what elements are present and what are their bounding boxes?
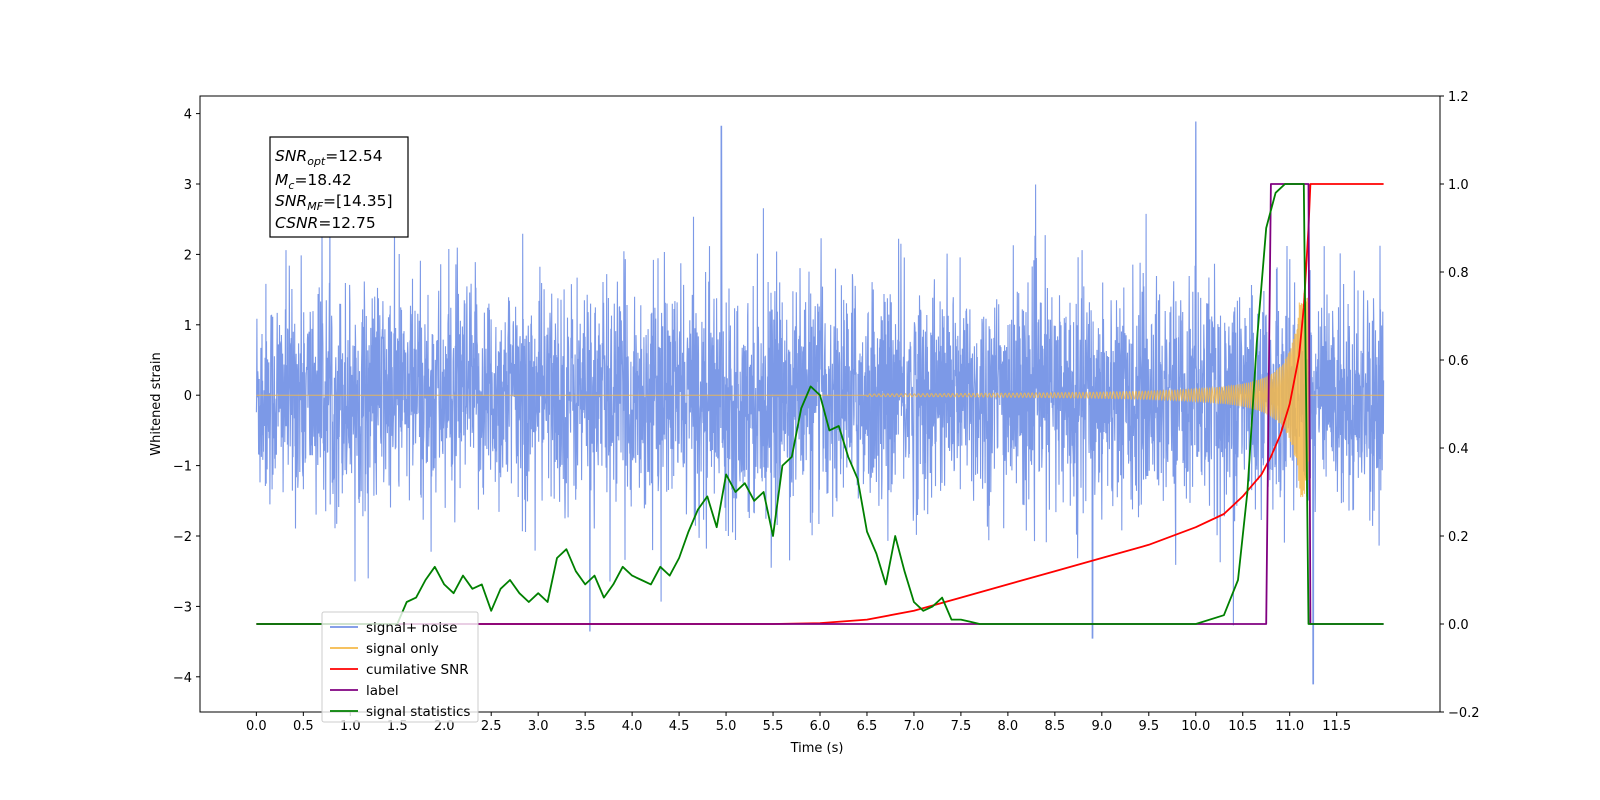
x-tick-label: 3.5: [575, 719, 596, 734]
y-right-tick-label: 0.6: [1448, 354, 1469, 369]
x-tick-label: 3.0: [528, 719, 549, 734]
y-left-tick-label: 3: [184, 178, 192, 193]
legend-label: label: [366, 683, 399, 699]
mc-annotation: Mc=18.42: [275, 171, 352, 192]
y-left-tick-label: 1: [184, 319, 192, 334]
x-tick-label: 7.0: [904, 719, 925, 734]
x-tick-label: 9.0: [1091, 719, 1112, 734]
x-tick-label: 11.5: [1322, 719, 1351, 734]
y-right-tick-label: 1.2: [1448, 90, 1469, 105]
x-tick-label: 7.5: [951, 719, 972, 734]
legend-label: signal statistics: [366, 704, 470, 720]
x-axis-label: Time (s): [790, 741, 844, 756]
x-tick-label: 8.0: [998, 719, 1019, 734]
y-left-tick-label: −3: [173, 600, 192, 615]
legend-label: signal+ noise: [366, 620, 457, 636]
y-right-tick-label: 0.0: [1448, 618, 1469, 633]
x-tick-label: 9.5: [1138, 719, 1159, 734]
snr-opt-annotation: SNRopt=12.54: [275, 147, 383, 168]
y-right-tick-label: 0.4: [1448, 442, 1469, 457]
y-axis-label: Whitened strain: [149, 352, 164, 455]
y-axis-right-ticks: 1.2 1.0 0.8 0.6 0.4 0.2 0.0 −0.2: [1440, 90, 1480, 721]
x-tick-label: 11.0: [1275, 719, 1304, 734]
x-tick-label: 10.0: [1181, 719, 1210, 734]
y-right-tick-label: −0.2: [1448, 706, 1480, 721]
y-axis-left-ticks: 4 3 2 1 0 −1 −2 −3 −4: [173, 108, 200, 686]
y-left-tick-label: −1: [173, 460, 192, 475]
snr-mf-annotation: SNRMF=[14.35]: [275, 192, 393, 213]
x-tick-label: 2.0: [434, 719, 455, 734]
y-left-tick-label: −4: [173, 671, 192, 686]
x-tick-label: 5.5: [763, 719, 784, 734]
x-tick-label: 1.0: [340, 719, 361, 734]
y-left-tick-label: 2: [184, 248, 192, 263]
x-axis-ticks: 0.0 0.5 1.0 1.5 2.0 2.5 3.0 3.5 4.0 4.5 5.0 5.5 6.0 6…: [246, 712, 1351, 734]
x-tick-label: 10.5: [1228, 719, 1257, 734]
csnr-annotation: CSNR=12.75: [275, 214, 376, 232]
y-right-tick-label: 1.0: [1448, 178, 1469, 193]
legend-label: cumilative SNR: [366, 662, 469, 678]
legend-label: signal only: [366, 641, 439, 657]
x-tick-label: 0.0: [246, 719, 267, 734]
x-tick-label: 5.0: [716, 719, 737, 734]
y-right-tick-label: 0.8: [1448, 266, 1469, 281]
x-tick-label: 6.5: [857, 719, 878, 734]
snr-annotation-box: SNRopt=12.54 Mc=18.42 SNRMF=[14.35] CSNR…: [269, 136, 409, 238]
y-left-tick-label: 0: [184, 389, 192, 404]
series-layer: [255, 121, 1385, 685]
series-signal-noise: [255, 121, 1385, 685]
x-tick-label: 8.5: [1045, 719, 1066, 734]
x-tick-label: 0.5: [293, 719, 314, 734]
x-tick-label: 2.5: [481, 719, 502, 734]
y-left-tick-label: 4: [184, 108, 192, 123]
x-tick-label: 4.5: [669, 719, 690, 734]
x-tick-label: 1.5: [387, 719, 408, 734]
series-cumilative-snr: [256, 183, 1384, 625]
legend: signal+ noise signal only cumilative SNR la…: [321, 611, 479, 723]
series-signal-statistics: [256, 183, 1384, 625]
x-tick-label: 4.0: [622, 719, 643, 734]
y-left-tick-label: −2: [173, 530, 192, 545]
x-tick-label: 6.0: [810, 719, 831, 734]
y-right-tick-label: 0.2: [1448, 530, 1469, 545]
